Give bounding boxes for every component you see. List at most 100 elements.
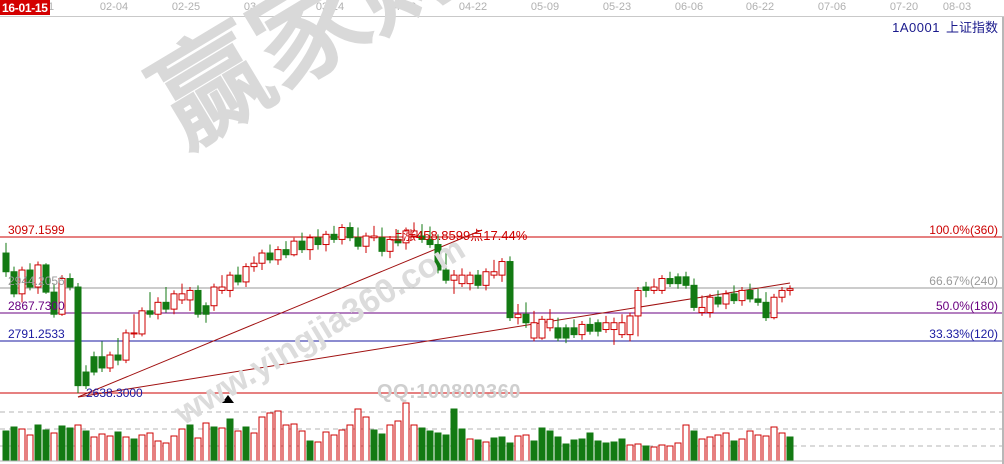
fib-price-label: 3097.1599 bbox=[8, 223, 65, 237]
volume-bar bbox=[226, 418, 234, 462]
date-tick: 05-09 bbox=[530, 1, 560, 13]
candle-body bbox=[346, 227, 354, 239]
candle-body bbox=[778, 289, 786, 298]
candle bbox=[2, 242, 10, 277]
candle-body bbox=[10, 271, 18, 295]
candle bbox=[650, 278, 658, 294]
volume-bar bbox=[242, 426, 250, 462]
candle-body bbox=[290, 240, 298, 256]
candle bbox=[426, 226, 434, 248]
candle-body bbox=[706, 296, 714, 314]
volume-bar bbox=[754, 434, 762, 462]
volume-bar bbox=[498, 436, 506, 462]
candle-body bbox=[730, 293, 738, 302]
date-tick: 07-06 bbox=[817, 1, 847, 13]
candle bbox=[378, 227, 386, 257]
candle-body bbox=[378, 237, 386, 252]
volume-pane[interactable] bbox=[0, 400, 1004, 464]
candle bbox=[514, 304, 522, 325]
candle bbox=[474, 270, 482, 289]
candle bbox=[386, 236, 394, 259]
candle bbox=[290, 237, 298, 257]
candle-body bbox=[130, 332, 138, 335]
volume-bar bbox=[258, 416, 266, 462]
volume-bar bbox=[210, 426, 218, 462]
volume-bar bbox=[178, 428, 186, 462]
date-axis: 01-2102-0402-2503-1003-2404-0804-2205-09… bbox=[0, 0, 1004, 17]
volume-bar bbox=[138, 434, 146, 462]
candle bbox=[594, 319, 602, 337]
candle bbox=[146, 292, 154, 318]
volume-bar bbox=[594, 440, 602, 462]
candle-body bbox=[490, 271, 498, 276]
candle-body bbox=[114, 354, 122, 361]
candle bbox=[186, 287, 194, 311]
candle-body bbox=[506, 261, 514, 319]
volume-bar bbox=[106, 435, 114, 462]
candle-body bbox=[362, 235, 370, 247]
volume-bar bbox=[282, 424, 290, 462]
candle-body bbox=[202, 305, 210, 315]
candle-body bbox=[698, 306, 706, 314]
candle-body bbox=[754, 298, 762, 303]
candle-body bbox=[394, 238, 402, 244]
candle-body bbox=[282, 249, 290, 256]
candle bbox=[354, 227, 362, 250]
axis-rule bbox=[0, 16, 1004, 17]
candle bbox=[434, 234, 442, 274]
candle-body bbox=[42, 264, 50, 293]
candle-body bbox=[274, 249, 282, 261]
volume-bar bbox=[362, 416, 370, 462]
candle bbox=[178, 283, 186, 305]
volume-bar bbox=[346, 424, 354, 462]
candle bbox=[306, 234, 314, 260]
volume-bar bbox=[426, 430, 434, 462]
volume-bar bbox=[514, 435, 522, 462]
candle-body bbox=[602, 322, 610, 331]
volume-bar bbox=[394, 420, 402, 462]
candle-body bbox=[626, 315, 634, 336]
candle bbox=[82, 365, 90, 390]
date-tick: 08-03 bbox=[942, 1, 972, 13]
volume-bar bbox=[690, 430, 698, 462]
candle-body bbox=[66, 278, 74, 288]
candle-body bbox=[514, 313, 522, 319]
volume-bar bbox=[18, 428, 26, 462]
volume-bar bbox=[234, 430, 242, 462]
candle-body bbox=[154, 301, 162, 315]
date-tick: 04-22 bbox=[458, 1, 488, 13]
price-pane[interactable] bbox=[0, 17, 1004, 403]
candle bbox=[786, 285, 794, 296]
candle bbox=[410, 222, 418, 240]
candle bbox=[274, 246, 282, 265]
volume-bar bbox=[730, 440, 738, 462]
volume-bar bbox=[2, 430, 10, 462]
volume-bar bbox=[474, 439, 482, 462]
candle bbox=[578, 321, 586, 340]
candle-body bbox=[738, 289, 746, 302]
candle bbox=[722, 290, 730, 310]
candle bbox=[106, 351, 114, 373]
candle bbox=[682, 271, 690, 289]
candle-body bbox=[402, 230, 410, 244]
candle-body bbox=[426, 238, 434, 246]
candle bbox=[730, 285, 738, 305]
candle bbox=[698, 295, 706, 316]
candle bbox=[162, 287, 170, 313]
candle bbox=[10, 266, 18, 298]
volume-bar bbox=[642, 445, 650, 462]
volume-bar bbox=[378, 433, 386, 462]
volume-bar bbox=[618, 438, 626, 462]
volume-bar bbox=[610, 441, 618, 462]
candle bbox=[618, 314, 626, 339]
volume-bar bbox=[530, 440, 538, 462]
instrument-name: 上证指数 bbox=[945, 20, 998, 35]
candle bbox=[282, 241, 290, 259]
fib-percent-label: 66.67%(240) bbox=[929, 274, 998, 288]
candle bbox=[674, 273, 682, 289]
candle-body bbox=[642, 286, 650, 291]
candle-body bbox=[266, 252, 274, 261]
volume-bar bbox=[714, 434, 722, 462]
candle-body bbox=[570, 327, 578, 336]
